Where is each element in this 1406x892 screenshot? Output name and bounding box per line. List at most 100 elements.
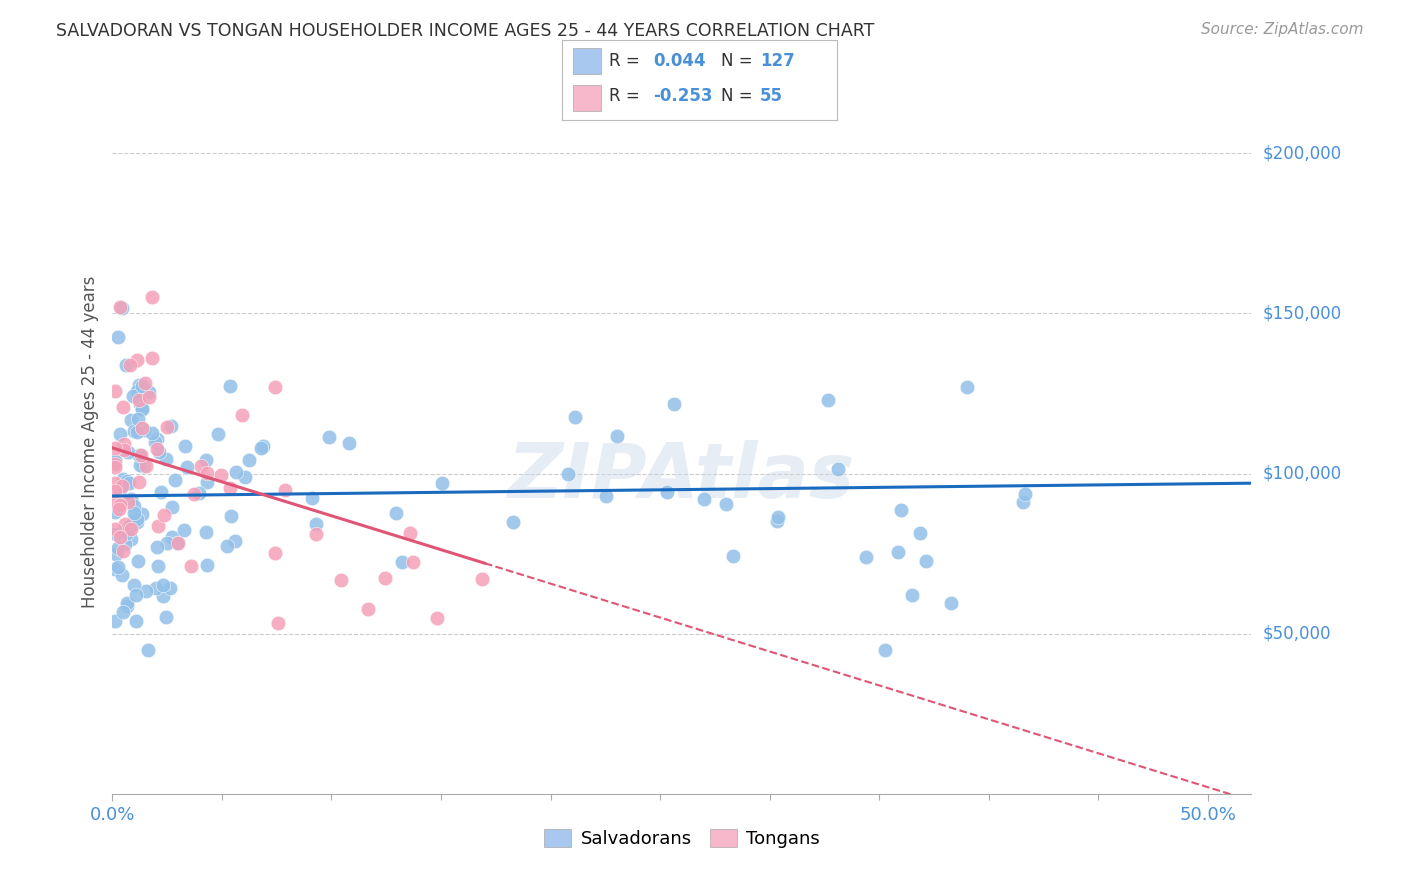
Point	[766, 509, 789, 524]
Point	[118, 519, 141, 533]
Point	[110, 483, 132, 498]
Point	[195, 525, 218, 540]
Point	[145, 581, 167, 595]
Point	[385, 506, 408, 520]
Point	[115, 358, 138, 372]
Point	[117, 495, 139, 509]
Point	[224, 533, 246, 548]
Point	[114, 537, 136, 551]
Point	[120, 412, 142, 426]
Point	[914, 554, 936, 568]
Point	[160, 418, 183, 433]
Legend: Salvadorans, Tongans: Salvadorans, Tongans	[537, 822, 827, 855]
Point	[122, 389, 145, 403]
Point	[108, 530, 131, 544]
Point	[110, 301, 132, 316]
Point	[150, 485, 173, 500]
Point	[127, 412, 149, 426]
Point	[132, 423, 155, 437]
Point	[301, 491, 323, 505]
Point	[426, 611, 449, 625]
Point	[131, 421, 153, 435]
Point	[901, 588, 924, 602]
Point	[129, 448, 152, 462]
Y-axis label: Householder Income Ages 25 - 44 years: Householder Income Ages 25 - 44 years	[80, 276, 98, 607]
Point	[148, 518, 170, 533]
Point	[655, 484, 678, 499]
Point	[402, 555, 425, 569]
Point	[155, 610, 177, 624]
Point	[104, 441, 127, 455]
Point	[127, 515, 149, 529]
Point	[118, 475, 141, 490]
Point	[104, 495, 127, 509]
Point	[887, 545, 910, 559]
Point	[195, 466, 218, 480]
Text: Source: ZipAtlas.com: Source: ZipAtlas.com	[1201, 22, 1364, 37]
Point	[111, 479, 134, 493]
Point	[104, 475, 127, 490]
Point	[156, 420, 179, 434]
Point	[152, 578, 174, 592]
Point	[391, 555, 413, 569]
Point	[104, 453, 127, 467]
Text: ZIPAtlas: ZIPAtlas	[508, 440, 856, 514]
Point	[117, 599, 139, 613]
Text: $50,000: $50,000	[1263, 624, 1331, 643]
Point	[104, 384, 127, 398]
Point	[194, 453, 217, 467]
Point	[120, 533, 142, 547]
Point	[374, 571, 396, 585]
Point	[125, 384, 148, 398]
Point	[159, 582, 181, 596]
Point	[146, 432, 169, 446]
Text: N =: N =	[721, 52, 754, 70]
Point	[595, 489, 617, 503]
Point	[104, 562, 127, 576]
Point	[120, 492, 142, 507]
Point	[152, 589, 174, 603]
Point	[141, 425, 163, 440]
Point	[209, 467, 232, 482]
Point	[195, 558, 218, 573]
Point	[104, 453, 127, 467]
Point	[125, 508, 148, 522]
Point	[174, 439, 197, 453]
Point	[135, 583, 157, 598]
Point	[131, 507, 153, 521]
Point	[128, 377, 150, 392]
Point	[890, 503, 912, 517]
Point	[557, 467, 579, 481]
Text: SALVADORAN VS TONGAN HOUSEHOLDER INCOME AGES 25 - 44 YEARS CORRELATION CHART: SALVADORAN VS TONGAN HOUSEHOLDER INCOME …	[56, 22, 875, 40]
Point	[218, 378, 240, 392]
Text: $150,000: $150,000	[1263, 304, 1341, 322]
Point	[502, 515, 524, 529]
Point	[115, 475, 138, 489]
Point	[187, 486, 209, 500]
Point	[664, 397, 686, 411]
Point	[225, 466, 247, 480]
Point	[180, 559, 202, 574]
Point	[122, 424, 145, 438]
Point	[160, 530, 183, 544]
Point	[207, 427, 229, 442]
Point	[125, 512, 148, 526]
Point	[111, 567, 134, 582]
Point	[125, 614, 148, 628]
Point	[145, 442, 167, 457]
Point	[112, 436, 135, 450]
Point	[219, 508, 242, 523]
Point	[135, 459, 157, 474]
Point	[165, 474, 187, 488]
Point	[266, 615, 288, 630]
Point	[233, 470, 256, 484]
Point	[125, 588, 148, 602]
Point	[692, 492, 714, 507]
Point	[357, 602, 380, 616]
Text: -0.253: -0.253	[652, 87, 713, 105]
Point	[117, 445, 139, 459]
Point	[104, 523, 127, 537]
Point	[128, 458, 150, 472]
Point	[138, 390, 160, 404]
Point	[875, 642, 897, 657]
